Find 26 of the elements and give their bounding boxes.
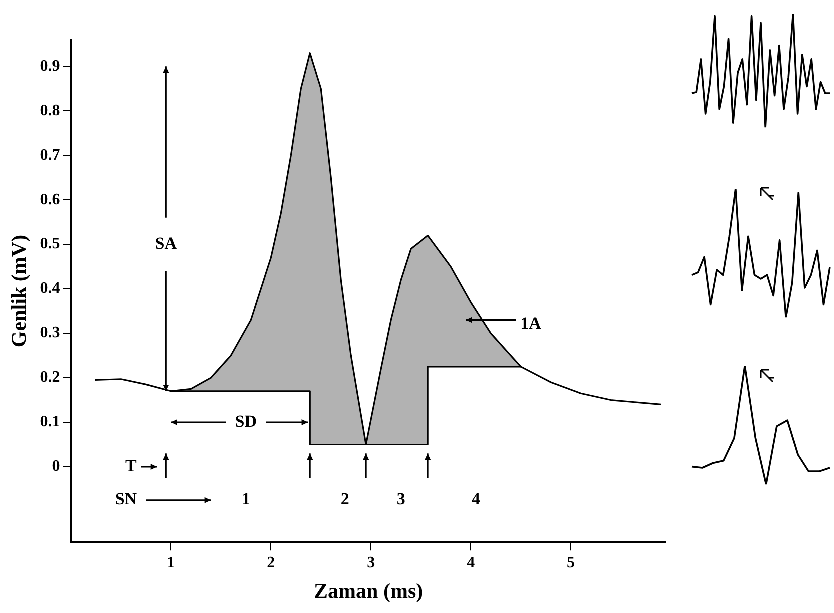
x-axis-title: Zaman (ms) [314, 578, 424, 603]
annotation: 4 [472, 490, 481, 509]
annotation: 3 [396, 490, 406, 509]
annotation: 2 [340, 490, 350, 509]
annotation: SN [115, 490, 138, 509]
x-tick-label: 5 [567, 554, 576, 572]
x-tick-label: 1 [167, 554, 176, 572]
annotation: SD [235, 412, 258, 431]
annotation: T [126, 456, 138, 476]
y-tick-label: 0.8 [40, 102, 60, 120]
y-tick-label: 0.6 [40, 191, 60, 208]
annotation: 1A [520, 314, 542, 334]
x-tick-label: 2 [267, 554, 276, 572]
y-tick-label: 0.9 [40, 58, 60, 75]
y-tick-label: 0.1 [40, 414, 60, 431]
y-axis-title: Genlik (mV) [7, 235, 32, 348]
x-tick-label: 3 [367, 554, 376, 572]
y-tick-label: 0.5 [40, 236, 60, 253]
y-tick-label: 0.2 [40, 369, 60, 386]
y-tick-label: 0.4 [40, 280, 60, 298]
annotation: 1 [242, 490, 250, 509]
y-tick-label: 0.3 [40, 324, 60, 342]
x-tick-label: 4 [467, 554, 476, 572]
y-tick-label: 0 [52, 458, 60, 476]
annotation: SA [155, 234, 178, 253]
y-tick-label: 0.7 [40, 146, 60, 164]
